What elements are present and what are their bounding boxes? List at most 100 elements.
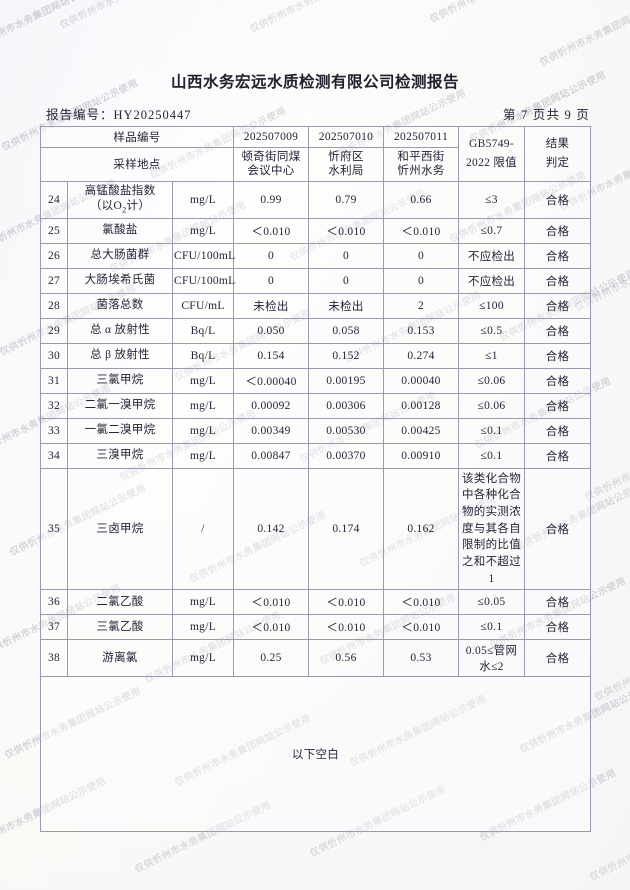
sample-2-value: 0.00530 <box>308 417 384 444</box>
sample-1-value: ＜0.010 <box>233 217 309 244</box>
header-standard-limit: GB5749- 2022 限值 <box>458 126 525 182</box>
sample-2-value: ＜0.010 <box>308 589 384 616</box>
table-row: 28 菌落总数 CFU/mL 未检出 未检出 2 ≤100 合格 <box>40 292 591 319</box>
report-number: 报告编号：HY20250447 <box>46 108 192 122</box>
result-judgement-value: 合格 <box>524 639 591 678</box>
parameter-unit: CFU/100mL <box>172 267 235 294</box>
sample-2-value: ＜0.010 <box>308 217 384 244</box>
row-index: 36 <box>40 589 68 616</box>
parameter-name: 游离氯 <box>67 639 173 678</box>
row-index: 27 <box>40 267 68 294</box>
table-row: 24 高锰酸盐指数 （以O2计） mg/L 0.99 0.79 0.66 ≤3 合格 <box>40 180 591 219</box>
result-label-line1: 结果 <box>545 138 570 151</box>
sample-1-value: 未检出 <box>233 292 309 319</box>
water-quality-results-table: 样品编号 202507009 202507010 202507011 GB574… <box>40 126 591 833</box>
result-label-line2: 判定 <box>545 156 570 169</box>
sample-1-value: 0.142 <box>233 467 309 591</box>
table-footer: 以下空白 <box>40 676 591 833</box>
row-index: 37 <box>40 614 68 641</box>
table-row: 26 总大肠菌群 CFU/100mL 0 0 0 不应检出 合格 <box>40 242 591 269</box>
result-judgement-value: 合格 <box>524 392 591 419</box>
blank-region-row: 以下空白 <box>40 676 591 833</box>
sample-2-value: 0.058 <box>308 317 384 344</box>
table-row: 37 三氯乙酸 mg/L ＜0.010 ＜0.010 ＜0.010 ≤0.1 合格 <box>40 614 591 641</box>
result-judgement-value: 合格 <box>524 292 591 319</box>
header-sample-3-no: 202507011 <box>383 126 459 148</box>
row-index: 25 <box>40 217 68 244</box>
parameter-name: 高锰酸盐指数 （以O2计） <box>67 180 173 219</box>
sample-3-value: 0.274 <box>383 342 459 369</box>
sample-3-value: 0 <box>383 242 459 269</box>
table-row: 30 总 β 放射性 Bq/L 0.154 0.152 0.274 ≤1 合格 <box>40 342 591 369</box>
parameter-name: 二氯一溴甲烷 <box>67 392 173 419</box>
sample-3-value: ＜0.010 <box>383 217 459 244</box>
standard-limit-value: 0.05≤管网水≤2 <box>458 639 525 678</box>
parameter-name: 三溴甲烷 <box>67 442 173 469</box>
sample-2-value: 0.174 <box>308 467 384 591</box>
result-judgement-value: 合格 <box>524 614 591 641</box>
sample-2-value: 未检出 <box>308 292 384 319</box>
parameter-name: 菌落总数 <box>67 292 173 319</box>
sample-1-value: ＜0.010 <box>233 614 309 641</box>
row-index: 33 <box>40 417 68 444</box>
table-row: 38 游离氯 mg/L 0.25 0.56 0.53 0.05≤管网水≤2 合格 <box>40 639 591 678</box>
row-index: 34 <box>40 442 68 469</box>
row-index: 29 <box>40 317 68 344</box>
sample-3-value: 0.66 <box>383 180 459 219</box>
parameter-unit: CFU/mL <box>172 292 234 319</box>
standard-limit-value: ≤1 <box>458 342 525 369</box>
header-result-judgement: 结果 判定 <box>524 126 591 182</box>
standard-limit-value: ≤0.1 <box>458 614 525 641</box>
row-index: 28 <box>40 292 68 319</box>
sample-1-value: 0.00847 <box>233 442 309 469</box>
standard-label-line2: 2022 限值 <box>466 156 517 169</box>
parameter-unit: mg/L <box>172 442 234 469</box>
sample-1-value: 0.25 <box>233 639 309 678</box>
standard-limit-value: ≤0.06 <box>458 367 525 394</box>
result-judgement-value: 合格 <box>524 367 591 394</box>
parameter-unit: mg/L <box>172 367 234 394</box>
parameter-name: 二氯乙酸 <box>67 589 173 616</box>
site-line-1: 和平西街 <box>397 151 445 163</box>
standard-limit-value: ≤0.1 <box>458 442 525 469</box>
sample-3-value: 0.153 <box>383 317 459 344</box>
result-judgement-value: 合格 <box>524 589 591 616</box>
parameter-unit: mg/L <box>172 639 234 678</box>
header-sample-1-site: 顿奇街同煤 会议中心 <box>233 147 309 182</box>
sample-3-value: ＜0.010 <box>383 589 459 616</box>
sample-1-value: 0.00349 <box>233 417 309 444</box>
table-row: 36 二氯乙酸 mg/L ＜0.010 ＜0.010 ＜0.010 ≤0.05 合格 <box>40 589 591 616</box>
site-line-2: 忻州水务 <box>397 165 445 178</box>
sample-3-value: 0.00425 <box>383 417 459 444</box>
site-line-2: 水利局 <box>328 165 364 178</box>
page-indicator: 第 7 页共 9 页 <box>502 108 590 122</box>
sample-3-value: 0.162 <box>383 467 459 591</box>
sample-1-value: 0.99 <box>233 180 309 219</box>
table-row: 25 氯酸盐 mg/L ＜0.010 ＜0.010 ＜0.010 ≤0.7 合格 <box>40 217 591 244</box>
result-judgement-value: 合格 <box>524 467 591 591</box>
header-sample-no-label: 样品编号 <box>40 126 234 148</box>
site-line-1: 顿奇街同煤 <box>241 151 301 163</box>
standard-label-line1: GB5749- <box>469 138 514 151</box>
row-index: 30 <box>40 342 68 369</box>
parameter-unit: mg/L <box>172 417 234 444</box>
standard-limit-value: 不应检出 <box>458 267 525 294</box>
result-judgement-value: 合格 <box>524 242 591 269</box>
site-line-2: 会议中心 <box>247 165 295 178</box>
sample-3-value: 0.00910 <box>383 442 459 469</box>
standard-limit-value: ≤100 <box>458 292 525 319</box>
sample-2-value: 0.00195 <box>308 367 384 394</box>
parameter-name: 一氯二溴甲烷 <box>67 417 173 444</box>
table-header: 样品编号 202507009 202507010 202507011 GB574… <box>40 126 591 182</box>
parameter-name: 三卤甲烷 <box>67 467 173 591</box>
table-row: 34 三溴甲烷 mg/L 0.00847 0.00370 0.00910 ≤0.1 合格 <box>40 442 591 469</box>
parameter-name: 总 α 放射性 <box>67 317 173 344</box>
sample-2-value: 0.152 <box>308 342 384 369</box>
header-sample-1-no: 202507009 <box>233 126 309 148</box>
standard-limit-value: ≤0.1 <box>458 417 525 444</box>
sample-2-value: 0 <box>308 242 384 269</box>
parameter-name: 氯酸盐 <box>67 217 173 244</box>
sample-1-value: 0.00092 <box>233 392 309 419</box>
table-row: 33 一氯二溴甲烷 mg/L 0.00349 0.00530 0.00425 ≤0.1 合格 <box>40 417 591 444</box>
parameter-name: 总大肠菌群 <box>67 242 173 269</box>
